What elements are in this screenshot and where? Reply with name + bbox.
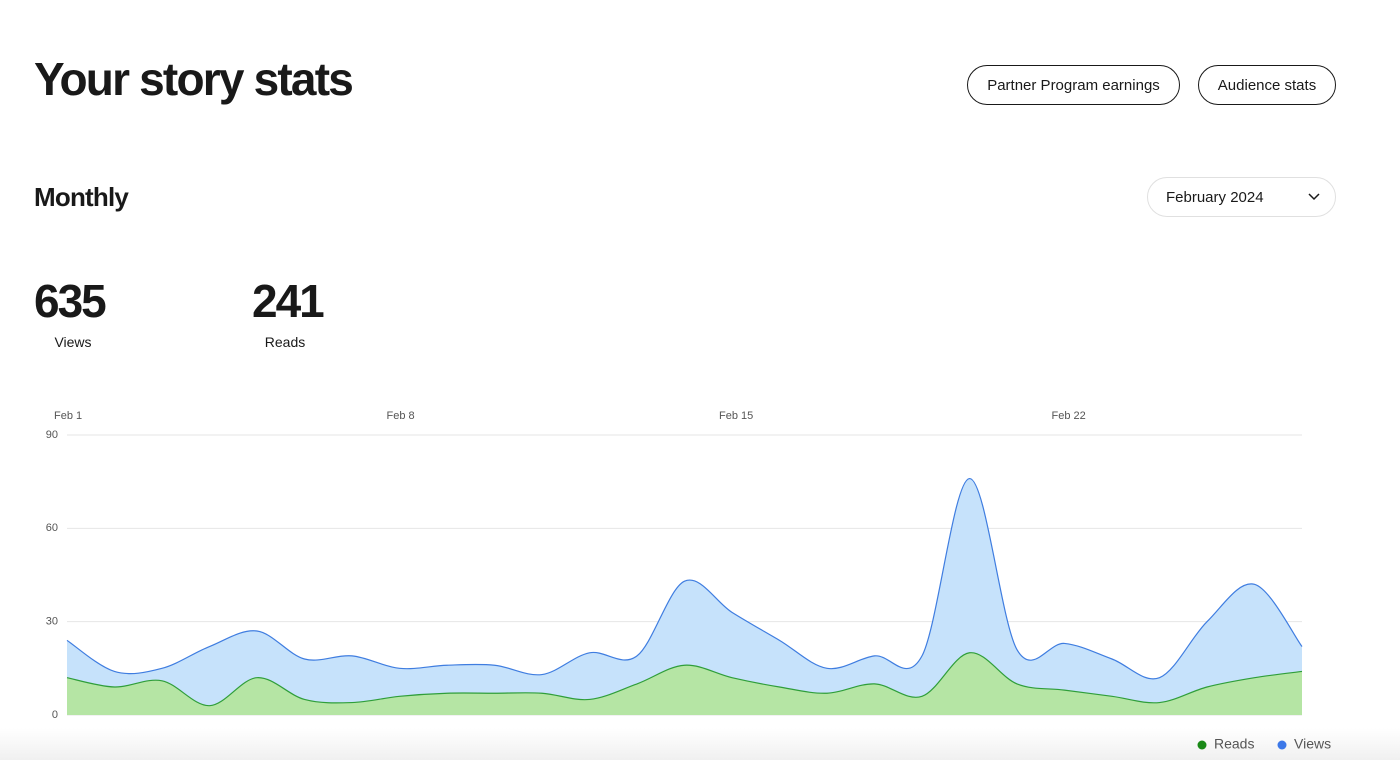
earnings-button[interactable]: Partner Program earnings — [967, 65, 1180, 105]
stat-value: 241 — [252, 275, 325, 327]
x-tick-label: Feb 1 — [54, 410, 82, 422]
area-fill — [67, 478, 1302, 715]
page-title: Your story stats — [34, 53, 354, 105]
area-line — [66, 652, 1303, 707]
bottom-shadow — [0, 728, 1400, 760]
area-line — [66, 477, 1303, 680]
area-fill — [67, 652, 1302, 715]
period-label: February 2024 — [1166, 188, 1264, 206]
x-tick-label: Feb 15 — [719, 410, 753, 422]
y-tick-label: 30 — [46, 616, 58, 628]
x-tick-label: Feb 22 — [1052, 410, 1086, 422]
stat-label: Reads — [264, 334, 306, 350]
section-title: Monthly — [34, 182, 129, 212]
stat-value: 635 — [34, 275, 107, 327]
y-tick-label: 60 — [46, 522, 58, 534]
stat-label: Views — [54, 334, 92, 350]
legend-dot — [1277, 740, 1287, 750]
legend-label: Views — [1294, 736, 1331, 752]
audience-button[interactable]: Audience stats — [1198, 65, 1336, 105]
legend-dot — [1197, 740, 1207, 750]
y-tick-label: 90 — [46, 429, 58, 441]
chevron — [1308, 193, 1320, 201]
period-dropdown[interactable]: February 2024 — [1147, 177, 1336, 217]
y-tick-label: 0 — [52, 709, 58, 721]
x-tick-label: Feb 8 — [387, 410, 415, 422]
legend-label: Reads — [1214, 736, 1254, 752]
